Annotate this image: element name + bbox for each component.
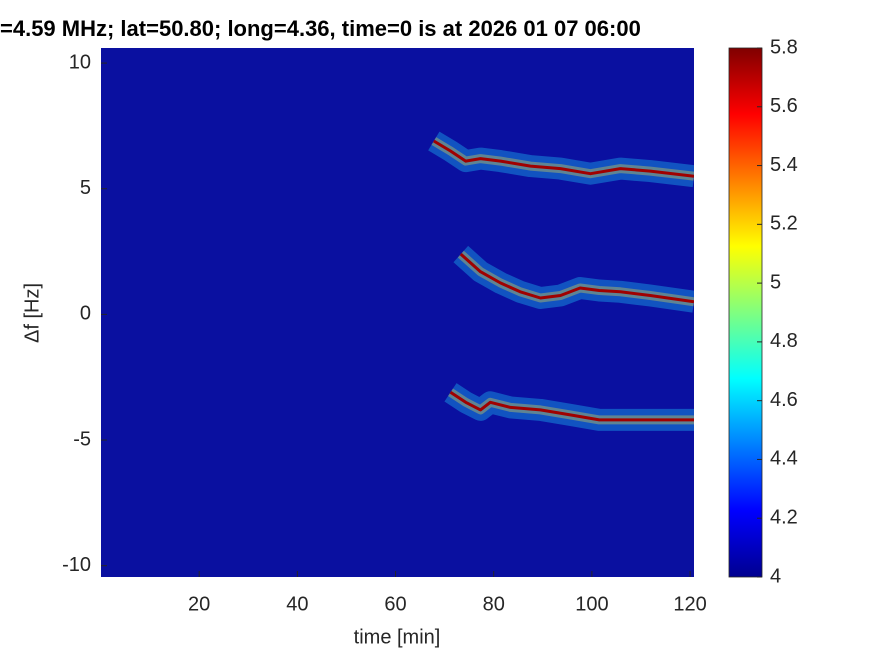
y-axis-label: Δf [Hz]: [21, 283, 43, 343]
colorbar-tick-label: 4.8: [770, 330, 798, 352]
x-tick-label: 40: [286, 593, 308, 615]
x-tick-label: 80: [483, 593, 505, 615]
plot-background: [101, 48, 694, 577]
x-tick-label: 100: [575, 593, 608, 615]
colorbar-tick-label: 5.8: [770, 36, 798, 58]
x-tick-label: 120: [673, 593, 706, 615]
y-tick-label: 0: [80, 303, 91, 325]
y-tick-label: -10: [62, 554, 91, 576]
chart-title: =4.59 MHz; lat=50.80; long=4.36, time=0 …: [0, 16, 641, 41]
colorbar-tick-label: 5.2: [770, 213, 798, 235]
x-tick-label: 20: [188, 593, 210, 615]
colorbar-tick-label: 4.2: [770, 507, 798, 529]
colorbar-tick-label: 5.4: [770, 154, 798, 176]
x-axis-label: time [min]: [354, 626, 441, 648]
trace: [433, 139, 694, 178]
colorbar-tick-label: 5.6: [770, 95, 798, 117]
trace: [449, 391, 694, 422]
colorbar-tick-label: 4.6: [770, 389, 798, 411]
colorbar-tick-label: 5: [770, 271, 781, 293]
y-tick-label: -5: [73, 428, 91, 450]
colorbar-tick-label: 4: [770, 565, 781, 587]
x-tick-label: 60: [384, 593, 406, 615]
trace: [459, 252, 694, 304]
colorbar-tick-label: 4.4: [770, 448, 798, 470]
y-tick-label: 5: [80, 177, 91, 199]
y-tick-label: 10: [69, 51, 91, 73]
colorbar: [728, 47, 763, 578]
traces: [428, 131, 694, 431]
